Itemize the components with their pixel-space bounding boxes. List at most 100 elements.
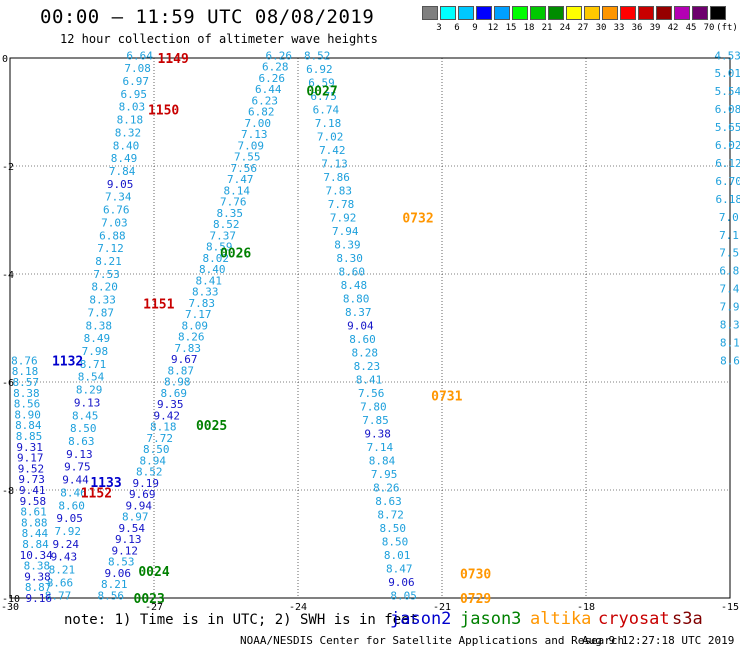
wave-height-value: 9.69 [129, 488, 156, 501]
wave-height-value: 8.38 [24, 560, 51, 573]
wave-height-value: 8.40 [113, 139, 140, 152]
color-swatch [512, 6, 528, 20]
wave-height-value: 8.87 [168, 364, 195, 377]
wave-height-value: 8.37 [345, 306, 372, 319]
color-scale-label: 12 [487, 23, 499, 33]
wave-height-value: 6.12 [715, 157, 740, 170]
wave-height-value: 8.26 [178, 331, 205, 344]
wave-height-value: 8.03 [119, 101, 146, 114]
wave-height-value: 7.13 [241, 128, 268, 141]
color-swatch [710, 6, 726, 20]
x-tick-label: -18 [577, 602, 595, 613]
wave-height-value: 8.47 [386, 562, 413, 575]
wave-height-value: 8.33 [192, 286, 219, 299]
wave-height-value: 9.58 [20, 495, 47, 508]
wave-height-value: 9.05 [107, 178, 134, 191]
wave-height-value: 7.03 [101, 216, 128, 229]
wave-height-value: 5.54 [715, 85, 740, 98]
wave-height-value: 8.6 [720, 354, 740, 367]
wave-height-value: 6.26 [266, 49, 293, 62]
wave-height-value: 9.43 [51, 551, 78, 564]
color-swatch [476, 6, 492, 20]
legend-jason3: jason3 [460, 609, 522, 629]
pass-number: 1151 [143, 298, 174, 313]
wave-height-value: 8.76 [11, 354, 38, 367]
wave-height-value: 8.23 [354, 360, 381, 373]
wave-height-value: 9.52 [18, 462, 45, 475]
wave-height-value: 8.57 [12, 376, 39, 389]
wave-height-value: 8.63 [375, 495, 402, 508]
wave-height-value: 7.08 [124, 62, 151, 75]
pass-number: 0027 [306, 84, 337, 99]
wave-height-value: 7.56 [231, 162, 258, 175]
pass-number: 0023 [134, 592, 165, 607]
wave-height-value: 9.54 [119, 522, 146, 535]
wave-height-value: 7.00 [245, 117, 272, 130]
wave-height-value: 8.38 [86, 319, 113, 332]
wave-height-value: 8.14 [224, 184, 251, 197]
wave-height-value: 7.37 [210, 229, 237, 242]
wave-height-value: 6.23 [252, 94, 279, 107]
wave-height-value: 9.73 [18, 473, 45, 486]
pass-number: 0024 [138, 565, 169, 580]
wave-height-value: 9.13 [74, 396, 101, 409]
wave-height-value: 8.33 [89, 294, 116, 307]
wave-height-value: 8.94 [140, 454, 167, 467]
wave-height-value: 8.90 [14, 408, 41, 421]
y-tick-label: -2 [2, 162, 14, 173]
wave-height-value: 8.59 [206, 241, 233, 254]
wave-height-value: 6.18 [715, 193, 740, 206]
pass-number: 1132 [52, 354, 83, 369]
wave-height-value: 7.09 [238, 139, 265, 152]
pass-number: 1133 [90, 476, 121, 491]
wave-height-value: 8.60 [58, 499, 85, 512]
color-scale-label: (ft) [716, 23, 738, 33]
wave-height-value: 6.76 [103, 204, 130, 217]
wave-height-value: 8.40 [199, 263, 226, 276]
x-tick-label: -15 [721, 602, 739, 613]
wave-height-value: 8.3 [720, 319, 740, 332]
wave-height-value: 7.78 [328, 198, 355, 211]
wave-height-value: 7.56 [358, 387, 385, 400]
wave-height-value: 6.8 [719, 265, 739, 278]
wave-height-value: 6.02 [715, 139, 740, 152]
wave-height-value: 9.67 [171, 353, 198, 366]
x-tick-label: -24 [289, 602, 307, 613]
wave-height-value: 8.39 [334, 238, 361, 251]
wave-height-value: 8.66 [47, 576, 74, 589]
wave-height-value: 9.38 [24, 570, 51, 583]
wave-height-value: 8.87 [25, 581, 52, 594]
wave-height-value: 8.09 [182, 319, 209, 332]
color-scale-label: 30 [595, 23, 607, 33]
pass-number: 0732 [402, 211, 433, 226]
wave-height-value: 8.61 [20, 506, 47, 519]
color-swatch [458, 6, 474, 20]
wave-height-value: 8.50 [70, 422, 97, 435]
wave-height-value: 6.95 [121, 88, 148, 101]
wave-height-value: 9.16 [26, 592, 53, 605]
wave-height-value: 9.42 [154, 409, 181, 422]
wave-height-value: 8.46 [60, 486, 87, 499]
wave-height-value: 8.30 [336, 252, 363, 265]
wave-height-value: 8.41 [356, 373, 383, 386]
y-tick-label: -6 [2, 378, 14, 389]
y-tick-label: -10 [2, 594, 20, 605]
wave-height-value: 8.60 [349, 333, 376, 346]
wave-height-value: 8.20 [91, 281, 118, 294]
wave-height-value: 6.44 [255, 83, 282, 96]
wave-height-value: 8.50 [143, 443, 170, 456]
wave-height-value: 6.97 [122, 75, 149, 88]
wave-height-value: 6.59 [308, 76, 335, 89]
wave-height-value: 8.18 [117, 114, 144, 127]
x-tick-label: -27 [145, 602, 163, 613]
wave-height-value: 9.38 [364, 427, 391, 440]
wave-height-value: 8.52 [213, 218, 240, 231]
wave-height-value: 8.21 [95, 255, 122, 268]
wave-height-value: 7.1 [719, 229, 739, 242]
wave-height-value: 8.88 [21, 516, 48, 529]
wave-height-value: 6.74 [313, 103, 340, 116]
color-scale-label: 42 [667, 23, 679, 33]
wave-height-value: 8.18 [12, 365, 39, 378]
wave-height-value: 8.29 [76, 384, 103, 397]
legend-altika: altika [530, 609, 592, 629]
